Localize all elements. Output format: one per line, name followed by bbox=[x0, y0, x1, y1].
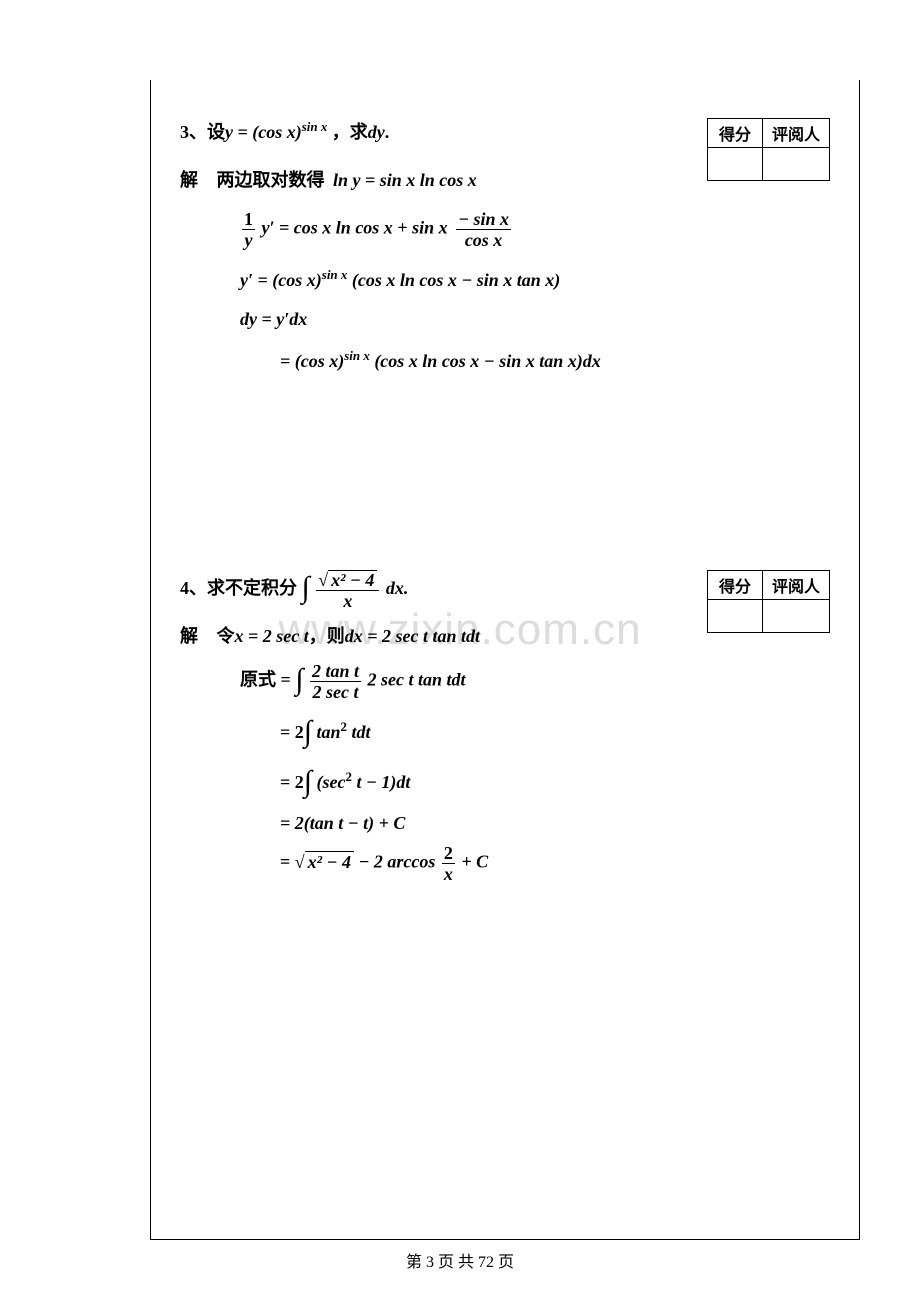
p3-end: . bbox=[385, 122, 390, 142]
p4-step4-eq: = 2(tan t − t) + C bbox=[280, 813, 405, 833]
p3-step1-text: 两边取对数得 bbox=[217, 170, 325, 190]
p3-step5-exp: sin x bbox=[344, 348, 370, 363]
p4-step1-frac: 2 tan t 2 sec t bbox=[310, 662, 361, 701]
p4-step2c: tdt bbox=[347, 722, 371, 742]
footer-total: 72 bbox=[478, 1254, 494, 1271]
integral-icon-3: ∫ bbox=[304, 715, 312, 749]
p3-exp: sin x bbox=[302, 119, 328, 134]
p3-step1-eq: ln y = sin x ln cos x bbox=[333, 170, 477, 190]
p4-step5-num: 2 bbox=[442, 844, 455, 863]
p4-step1-den: 2 sec t bbox=[310, 681, 361, 701]
p4-step5-frac: 2 x bbox=[442, 844, 455, 883]
p4-step3a: = 2 bbox=[280, 772, 304, 792]
p4-integrand: √x² − 4 x bbox=[316, 570, 379, 610]
p3-step2: 1 y y′ = cos x ln cos x + sin x − sin x … bbox=[180, 210, 830, 249]
p4-sub-mid: ，则 bbox=[309, 626, 345, 646]
p4-step5: = √x² − 4 − 2 arccos 2 x + C bbox=[180, 844, 830, 883]
p3-step5a: = (cos x) bbox=[280, 351, 344, 371]
p4-step1-rest: 2 sec t tan tdt bbox=[368, 670, 466, 690]
reviewer-label-2: 评阅人 bbox=[763, 571, 830, 600]
reviewer-cell bbox=[763, 148, 830, 181]
p4-step3c: t − 1)dt bbox=[352, 772, 410, 792]
p3-eq: y = (cos x) bbox=[225, 122, 302, 142]
p4-step1-num: 2 tan t bbox=[310, 662, 361, 681]
p4-step5-sqrt: √x² − 4 bbox=[295, 851, 354, 873]
integral-icon: ∫ bbox=[302, 571, 310, 605]
footer-mid: 页 共 bbox=[438, 1254, 474, 1271]
p3-step3-exp: sin x bbox=[322, 267, 348, 282]
p4-step1: 原式 = ∫ 2 tan t 2 sec t 2 sec t tan tdt bbox=[180, 662, 830, 701]
p4-step4: = 2(tan t − t) + C bbox=[180, 813, 830, 834]
page-footer: 第 3 页 共 72 页 bbox=[0, 1248, 920, 1272]
score-box-2: 得分 评阅人 bbox=[707, 570, 830, 633]
p4-step1-label: 原式 = bbox=[240, 670, 291, 690]
p4-number: 4、 bbox=[180, 578, 207, 598]
reviewer-label: 评阅人 bbox=[763, 119, 830, 148]
p4-int-den: x bbox=[316, 590, 379, 610]
p4-step5-sqrt-inner: x² − 4 bbox=[305, 851, 354, 873]
p4-step5c: + C bbox=[461, 852, 488, 872]
p4-dx: dx. bbox=[386, 578, 409, 598]
p4-step5-den: x bbox=[442, 863, 455, 883]
p3-step2-num2: − sin x bbox=[456, 210, 511, 229]
p4-step2: = 2∫ tan2 tdt bbox=[180, 717, 830, 751]
p4-step2b: tan bbox=[316, 722, 340, 742]
p4-sub-eq: x = 2 sec t bbox=[235, 626, 309, 646]
score-label-2: 得分 bbox=[708, 571, 763, 600]
p3-step5b: (cos x ln cos x − sin x tan x)dx bbox=[374, 351, 600, 371]
p3-step2-num: 1 bbox=[242, 210, 255, 229]
p3-prefix: 设 bbox=[207, 122, 225, 142]
p4-step3b: (sec bbox=[316, 772, 345, 792]
p3-step3: y′ = (cos x)sin x (cos x ln cos x − sin … bbox=[180, 267, 830, 291]
p4-sqrt-inner: x² − 4 bbox=[328, 570, 377, 589]
p4-step2a: = 2 bbox=[280, 722, 304, 742]
p4-sub-prefix: 令 bbox=[217, 626, 235, 646]
p4-step3: = 2∫ (sec2 t − 1)dt bbox=[180, 767, 830, 801]
p3-step2-den: y bbox=[242, 229, 255, 249]
p3-step3b: (cos x ln cos x − sin x tan x) bbox=[352, 270, 560, 290]
p4-int-num: √x² − 4 bbox=[316, 570, 379, 590]
p3-step5: = (cos x)sin x (cos x ln cos x − sin x t… bbox=[180, 348, 830, 372]
p3-step2-frac2: − sin x cos x bbox=[456, 210, 511, 249]
problem-3: 得分 评阅人 3、设y = (cos x)sin x ，求dy. 解 两边取对数… bbox=[150, 90, 860, 372]
score-label: 得分 bbox=[708, 119, 763, 148]
score-cell bbox=[708, 148, 763, 181]
integral-icon-4: ∫ bbox=[304, 765, 312, 799]
p3-step4: dy = y′dx bbox=[180, 309, 830, 330]
p3-step3a: y′ = (cos x) bbox=[240, 270, 322, 290]
problem-4: 得分 评阅人 4、求不定积分 ∫ √x² − 4 x dx. 解 令x = 2 … bbox=[150, 542, 860, 883]
p3-mid: ，求 bbox=[332, 122, 368, 142]
p3-step2-den2: cos x bbox=[456, 229, 511, 249]
p3-sol-label: 解 bbox=[180, 170, 198, 190]
score-box: 得分 评阅人 bbox=[707, 118, 830, 181]
integral-icon-2: ∫ bbox=[295, 663, 303, 697]
footer-prefix: 第 bbox=[406, 1254, 422, 1271]
reviewer-cell-2 bbox=[763, 600, 830, 633]
p4-sol-label: 解 bbox=[180, 626, 198, 646]
footer-current: 3 bbox=[426, 1254, 434, 1271]
p4-sub-dx: dx = 2 sec t tan tdt bbox=[345, 626, 480, 646]
p3-step2-frac1: 1 y bbox=[242, 210, 255, 249]
p3-dy: dy bbox=[368, 122, 385, 142]
p4-step5b: − 2 arccos bbox=[354, 852, 435, 872]
score-cell-2 bbox=[708, 600, 763, 633]
p3-step4-eq: dy = y′dx bbox=[240, 309, 307, 329]
page: www.zixin.com.cn 得分 评阅人 3、设y = (cos x)si… bbox=[0, 0, 920, 1300]
p3-step2-rest: y′ = cos x ln cos x + sin x bbox=[262, 218, 448, 238]
p4-step5a: = bbox=[280, 852, 295, 872]
p3-number: 3、 bbox=[180, 122, 207, 142]
footer-suffix: 页 bbox=[498, 1254, 514, 1271]
p4-prefix: 求不定积分 bbox=[207, 578, 297, 598]
